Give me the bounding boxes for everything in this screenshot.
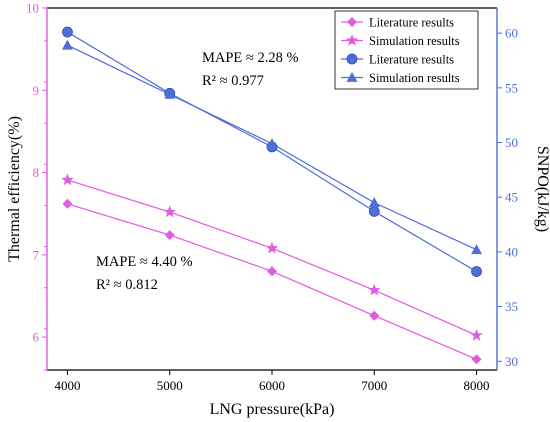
legend-label: Literature results — [369, 16, 454, 30]
x-tick-label: 7000 — [361, 378, 387, 393]
series-markers — [61, 26, 483, 365]
left-y-tick-label: 6 — [33, 330, 40, 345]
x-tick-label: 8000 — [464, 378, 490, 393]
right-y-tick-label: 45 — [505, 190, 518, 205]
data-point-left-diamond-5000 — [164, 230, 175, 241]
annotation-efficiency-mape: MAPE ≈ 4.40 % — [96, 254, 193, 270]
annotation-snpo-mape: MAPE ≈ 2.28 % — [202, 50, 299, 66]
right-y-tick-label: 35 — [505, 299, 518, 314]
left-y-tick-label: 8 — [33, 165, 40, 180]
legend: Literature results Simulation results Lite… — [334, 10, 479, 90]
data-point-left-star-8000 — [470, 328, 483, 341]
right-y-tick-label: 50 — [505, 135, 518, 150]
data-point-right-triangle-6000 — [266, 138, 278, 149]
right-y-ticks: 30 35 40 45 50 55 60 — [497, 26, 518, 369]
x-tick-label: 6000 — [259, 378, 285, 393]
data-point-right-triangle-4000 — [61, 39, 73, 50]
data-point-left-star-7000 — [368, 283, 381, 296]
legend-label: Simulation results — [369, 71, 460, 85]
legend-label: Literature results — [369, 53, 454, 67]
annotation-snpo-r2: R² ≈ 0.977 — [202, 73, 264, 89]
left-y-ticks: 6 7 8 9 10 — [26, 1, 47, 371]
data-point-left-star-6000 — [265, 241, 279, 254]
legend-marker-triangle — [346, 72, 358, 82]
right-y-tick-label: 30 — [505, 354, 518, 369]
annotation-efficiency-r2: R² ≈ 0.812 — [96, 277, 158, 293]
data-point-left-diamond-6000 — [267, 266, 277, 277]
x-axis-title: LNG pressure(kPa) — [210, 401, 335, 418]
data-point-left-diamond-4000 — [62, 198, 73, 209]
data-point-right-triangle-7000 — [368, 197, 380, 208]
data-point-right-triangle-5000 — [164, 88, 176, 99]
left-y-tick-label: 7 — [33, 247, 40, 262]
legend-box — [334, 10, 479, 90]
legend-marker-diamond — [347, 17, 357, 27]
data-point-right-circle-4000 — [62, 26, 73, 38]
legend-label: Simulation results — [369, 34, 460, 48]
left-y-tick-label: 10 — [26, 1, 39, 16]
data-point-right-triangle-8000 — [471, 244, 483, 255]
right-y-axis-title: SNPO(kJ/kg) — [534, 146, 550, 232]
data-point-left-diamond-7000 — [369, 310, 380, 321]
x-ticks: 4000 5000 6000 7000 8000 — [54, 370, 490, 393]
right-y-tick-label: 60 — [505, 26, 518, 41]
left-y-axis-title: Thermal efficiency(%) — [6, 116, 23, 262]
right-y-tick-label: 40 — [505, 244, 518, 259]
legend-marker-star — [345, 34, 359, 46]
x-tick-label: 5000 — [157, 378, 183, 393]
right-y-tick-label: 55 — [505, 80, 518, 95]
data-point-left-star-5000 — [163, 205, 176, 218]
data-point-right-circle-8000 — [471, 266, 482, 277]
legend-marker-circle — [346, 53, 358, 65]
data-point-left-diamond-8000 — [471, 354, 482, 365]
data-point-left-star-4000 — [61, 173, 74, 186]
x-tick-label: 4000 — [54, 378, 80, 393]
data-point-right-circle-7000 — [368, 206, 380, 217]
left-y-tick-label: 9 — [33, 83, 40, 98]
